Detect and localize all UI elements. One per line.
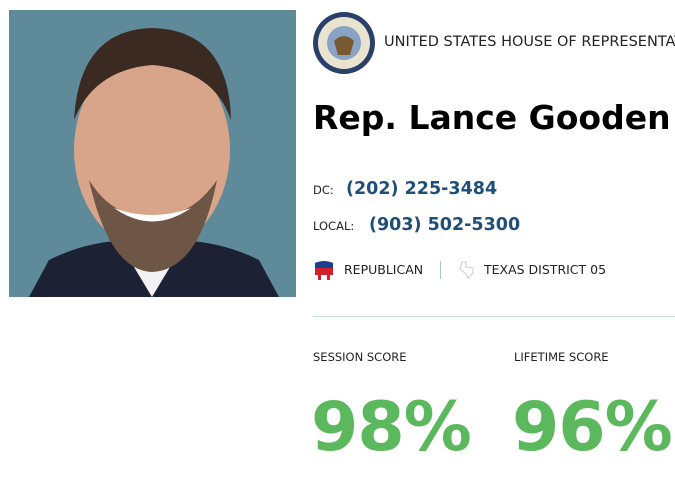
rep-name: Rep. Lance Gooden [313, 98, 671, 137]
house-seal [313, 12, 375, 74]
contact-label: DC: [313, 183, 334, 197]
divider [440, 261, 441, 279]
portrait [9, 10, 296, 297]
phone-link[interactable]: (202) 225-3484 [346, 179, 498, 199]
score-value: 98% [311, 388, 472, 467]
party-icon [315, 261, 333, 280]
score-label: SESSION SCORE [313, 350, 407, 364]
score-label: LIFETIME SCORE [514, 350, 609, 364]
phone-link[interactable]: (903) 502-5300 [369, 215, 521, 235]
contact-label: LOCAL: [313, 219, 355, 233]
separator [313, 316, 675, 317]
district: TEXAS DISTRICT 05 [484, 262, 607, 277]
header-title: UNITED STATES HOUSE OF REPRESENTAT [384, 34, 675, 50]
party: REPUBLICAN [344, 262, 424, 277]
state-icon [459, 261, 474, 279]
score-value: 96% [512, 388, 673, 467]
